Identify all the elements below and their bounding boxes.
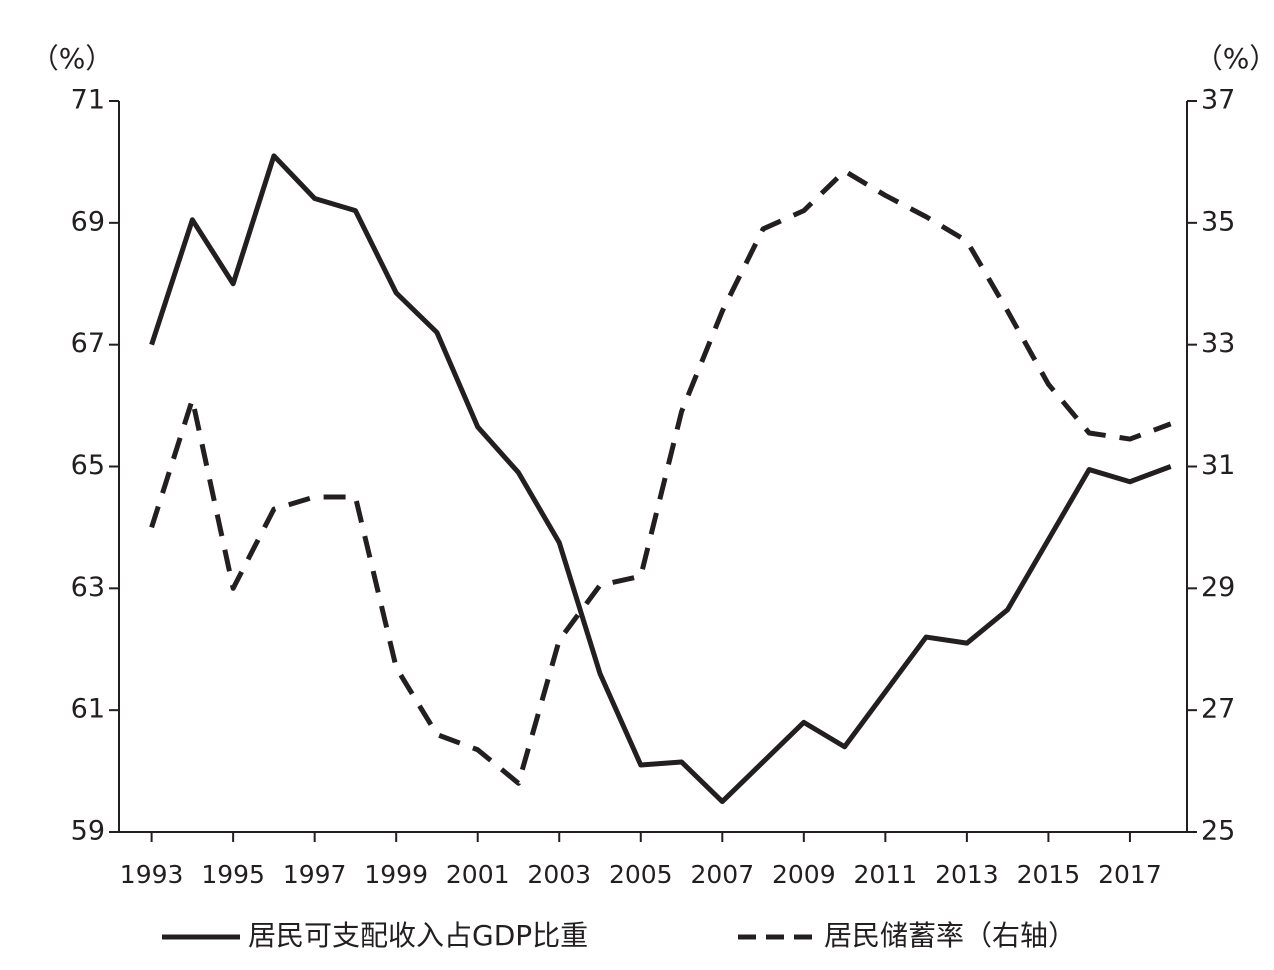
series-line (149, 153, 1172, 805)
series-line (149, 168, 1172, 786)
x-tick-label: 2011 (854, 860, 918, 889)
y-unit: （%） (31, 42, 114, 75)
y-tick-label: 63 (71, 572, 105, 603)
x-tick-label: 2015 (1017, 860, 1081, 889)
x-tick-label: 2013 (935, 860, 999, 889)
y-tick-label: 67 (71, 328, 105, 359)
y2-tick-label: 37 (1201, 85, 1235, 116)
legend-label: 居民可支配收入占GDP比重 (248, 919, 588, 952)
y2-tick-label: 33 (1201, 328, 1235, 359)
x-tick-label: 1997 (283, 860, 347, 889)
y2-tick-label: 31 (1201, 450, 1235, 481)
x-tick-label: 2001 (446, 860, 510, 889)
x-tick-label: 2003 (527, 860, 591, 889)
y2-tick-label: 27 (1201, 694, 1235, 725)
legend-label: 居民储蓄率（右轴） (824, 919, 1076, 952)
y2-tick-label: 29 (1201, 572, 1235, 603)
x-tick-label: 2017 (1098, 860, 1162, 889)
y-tick-label: 71 (71, 85, 105, 116)
y-tick-label: 59 (71, 816, 105, 847)
x-tick-label: 1999 (364, 860, 428, 889)
x-tick-label: 1993 (120, 860, 184, 889)
x-tick-label: 2007 (690, 860, 754, 889)
y2-tick-label: 35 (1201, 206, 1235, 237)
x-tick-label: 1995 (201, 860, 265, 889)
y2-tick-label: 25 (1201, 816, 1235, 847)
y2-unit: （%） (1195, 42, 1274, 75)
y-tick-label: 61 (71, 694, 105, 725)
y-tick-label: 65 (71, 450, 105, 481)
x-tick-label: 2005 (609, 860, 673, 889)
y-tick-label: 69 (71, 206, 105, 237)
x-tick-label: 2009 (772, 860, 836, 889)
